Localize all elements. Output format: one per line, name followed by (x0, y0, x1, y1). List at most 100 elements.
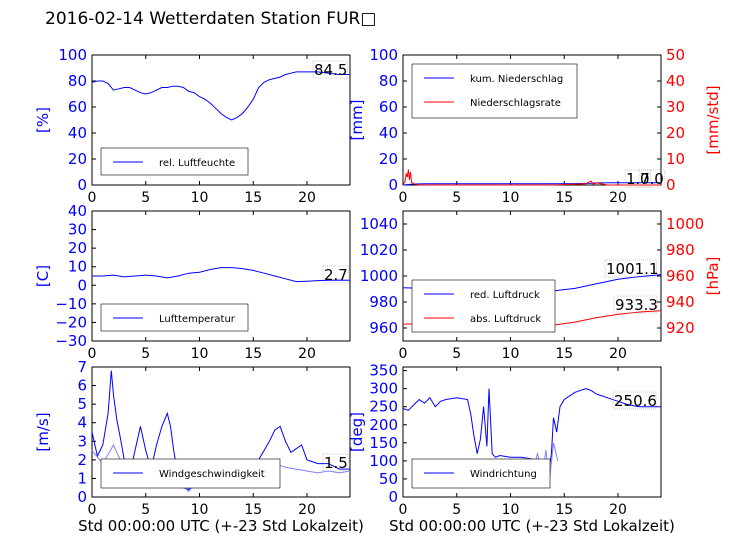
x-tick-label: 20 (609, 190, 627, 206)
legend-label: Windrichtung (470, 469, 537, 480)
y-tick-label: 1 (77, 469, 87, 487)
y2-tick-label: 10 (666, 150, 685, 168)
y-tick-label: −10 (55, 295, 87, 313)
series-line-wind-direction-0 (402, 388, 661, 476)
y2-axis-label: [mm/std] (704, 85, 722, 154)
y-tick-label: 80 (379, 72, 398, 90)
y-tick-label: 4 (77, 414, 87, 432)
series-line-wind-speed-0 (91, 370, 350, 491)
x-tick-label: 5 (141, 346, 150, 362)
y-axis-label: [%] (34, 107, 52, 133)
x-tick-label: 20 (298, 502, 316, 518)
y-axis-label: [deg] (348, 412, 366, 452)
x-tick-label: 0 (88, 346, 97, 362)
legend-label: red. Luftdruck (470, 290, 540, 301)
annotation-value: 2.7 (324, 266, 348, 284)
legend-label: kum. Niederschlag (470, 74, 563, 85)
x-tick-label: 10 (502, 190, 520, 206)
y2-tick-label: 30 (666, 98, 685, 116)
annotation-value: 933.3 (615, 296, 658, 314)
series-line-precipitation-1 (402, 169, 661, 186)
y-tick-label: 20 (68, 239, 87, 257)
plot-frame-humidity (91, 54, 351, 186)
y-tick-label: 100 (369, 46, 398, 64)
y-tick-label: 2 (77, 451, 87, 469)
y2-tick-label: 20 (666, 124, 685, 142)
y-axis-label: [C] (34, 265, 52, 287)
y-tick-label: 0 (77, 276, 87, 294)
legend-label: Niederschlagsrate (470, 98, 561, 109)
annotation-box (638, 169, 666, 188)
y-tick-label: 3 (77, 432, 87, 450)
x-tick-label: 0 (88, 190, 97, 206)
y-tick-label: 30 (68, 221, 87, 239)
y-tick-label: 960 (369, 319, 398, 337)
x-tick-label: 15 (244, 502, 262, 518)
y-tick-label: 0 (388, 176, 398, 194)
x-axis-label: Std 00:00:00 UTC (+-23 Std Lokalzeit) (78, 517, 364, 535)
series-line-humidity-0 (91, 71, 350, 121)
x-tick-label: 20 (298, 346, 316, 362)
y2-tick-label: 980 (666, 241, 695, 259)
y2-tick-label: 40 (666, 72, 685, 90)
x-tick-label: 5 (452, 502, 461, 518)
x-tick-label: 20 (609, 346, 627, 362)
x-tick-label: 15 (555, 190, 573, 206)
x-tick-label: 10 (502, 502, 520, 518)
x-tick-label: 20 (609, 502, 627, 518)
y-tick-label: 50 (379, 470, 398, 488)
y-tick-label: 20 (379, 150, 398, 168)
x-tick-label: 15 (555, 346, 573, 362)
y-tick-label: 1040 (360, 215, 398, 233)
x-tick-label: 15 (555, 502, 573, 518)
x-tick-label: 5 (141, 502, 150, 518)
x-tick-label: 10 (191, 190, 209, 206)
x-tick-label: 5 (452, 346, 461, 362)
y-axis-label: [mm] (348, 100, 366, 141)
x-tick-label: 0 (399, 190, 408, 206)
y-tick-label: 10 (68, 258, 87, 276)
annotation-value: 0.0 (640, 170, 664, 188)
y-tick-label: 40 (68, 124, 87, 142)
x-tick-label: 0 (399, 346, 408, 362)
y-tick-label: −30 (55, 332, 87, 350)
x-tick-label: 10 (191, 346, 209, 362)
annotation-value: 1.5 (324, 454, 348, 472)
y-tick-label: 0 (388, 488, 398, 506)
y-tick-label: 1020 (360, 241, 398, 259)
x-tick-label: 0 (88, 502, 97, 518)
y-tick-label: 980 (369, 293, 398, 311)
y2-axis-label: [hPa] (704, 257, 722, 296)
x-tick-label: 5 (452, 190, 461, 206)
y-tick-label: 350 (369, 362, 398, 380)
plot-frame-wind-direction (402, 366, 662, 498)
y2-tick-label: 940 (666, 293, 695, 311)
x-tick-label: 10 (502, 346, 520, 362)
y2-tick-label: 50 (666, 46, 685, 64)
y-tick-label: 80 (68, 72, 87, 90)
y-tick-label: 300 (369, 380, 398, 398)
annotation-box (322, 265, 350, 284)
y-tick-label: 20 (68, 150, 87, 168)
legend-label: Windgeschwindigkeit (159, 469, 265, 480)
x-tick-label: 10 (191, 502, 209, 518)
annotation-box (322, 453, 350, 472)
y-tick-label: 6 (77, 377, 87, 395)
y2-tick-label: 920 (666, 319, 695, 337)
x-tick-label: 20 (298, 190, 316, 206)
y-tick-label: −20 (55, 313, 87, 331)
series-line-temperature-0 (92, 267, 351, 283)
x-axis-label: Std 00:00:00 UTC (+-23 Std Lokalzeit) (389, 517, 675, 535)
y-tick-label: 200 (369, 416, 398, 434)
y-tick-label: 250 (369, 398, 398, 416)
y2-tick-label: 960 (666, 267, 695, 285)
legend-label: abs. Luftdruck (470, 314, 541, 325)
annotation-box (312, 60, 348, 79)
y-tick-label: 5 (77, 395, 87, 413)
y-tick-label: 40 (379, 124, 398, 142)
y-tick-label: 0 (77, 488, 87, 506)
x-tick-label: 15 (244, 190, 262, 206)
annotation-value: 250.6 (614, 392, 657, 410)
x-tick-label: 15 (244, 346, 262, 362)
